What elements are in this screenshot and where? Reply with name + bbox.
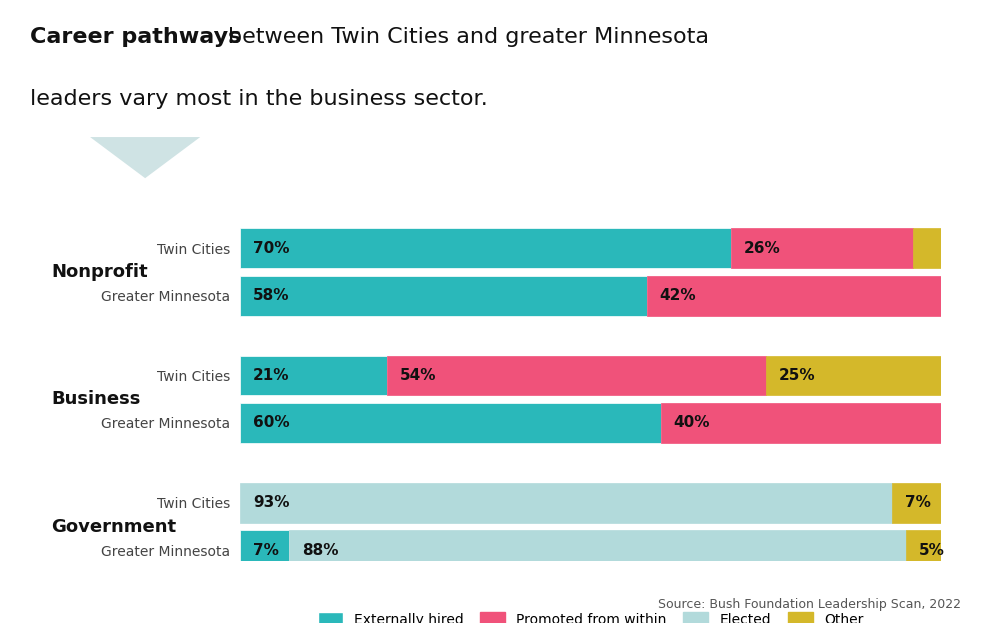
Text: Career pathways: Career pathways	[30, 27, 241, 47]
Text: 42%: 42%	[660, 288, 696, 303]
Text: 54%: 54%	[400, 368, 436, 383]
Bar	[661, 403, 941, 443]
Bar	[647, 275, 941, 315]
Bar	[913, 228, 941, 268]
Text: 60%: 60%	[253, 416, 289, 430]
Bar	[731, 228, 913, 268]
Bar	[906, 530, 941, 570]
Bar	[240, 483, 892, 523]
Text: leaders vary most in the business sector.: leaders vary most in the business sector…	[30, 89, 487, 109]
Text: Nonprofit: Nonprofit	[51, 263, 148, 281]
Bar	[892, 483, 941, 523]
Text: 93%: 93%	[253, 495, 289, 510]
Text: between Twin Cities and greater Minnesota: between Twin Cities and greater Minnesot…	[228, 27, 710, 47]
Text: 25%: 25%	[779, 368, 815, 383]
Text: 58%: 58%	[253, 288, 289, 303]
Bar	[766, 356, 941, 396]
Text: 40%: 40%	[674, 416, 710, 430]
Text: 5%: 5%	[919, 543, 944, 558]
Text: 7%: 7%	[905, 495, 930, 510]
Text: 26%: 26%	[744, 240, 780, 255]
Bar	[240, 275, 647, 315]
Bar	[240, 356, 387, 396]
Bar	[240, 403, 661, 443]
Bar	[387, 356, 766, 396]
Bar	[240, 228, 731, 268]
Text: 7%: 7%	[253, 543, 278, 558]
Text: Business: Business	[51, 390, 140, 408]
Bar	[240, 530, 289, 570]
Text: Source: Bush Foundation Leadership Scan, 2022: Source: Bush Foundation Leadership Scan,…	[658, 597, 961, 611]
Polygon shape	[90, 137, 200, 178]
Bar	[289, 530, 906, 570]
Text: Government: Government	[51, 518, 176, 536]
Text: 88%: 88%	[302, 543, 338, 558]
Text: 70%: 70%	[253, 240, 289, 255]
Text: 21%: 21%	[253, 368, 289, 383]
Legend: Externally hired, Promoted from within, Elected, Other: Externally hired, Promoted from within, …	[312, 606, 869, 623]
